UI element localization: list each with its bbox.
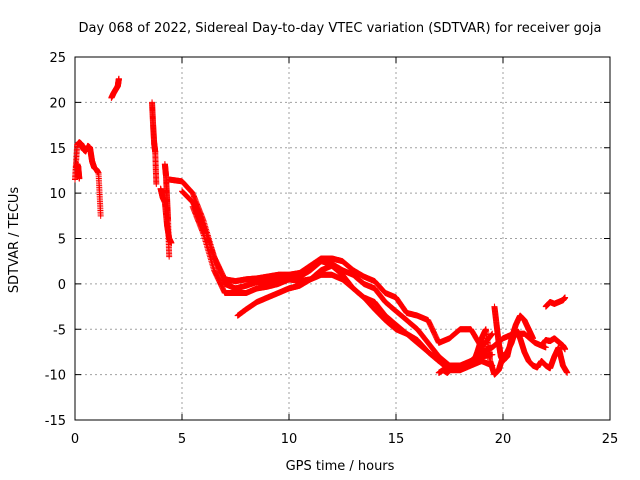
y-tick-labels: -15 -10 -5 0 5 10 15 20 25 — [45, 51, 66, 429]
series-sat-f — [161, 161, 173, 260]
y-tick-label: 0 — [58, 278, 66, 293]
x-tick-label: 10 — [281, 432, 298, 447]
x-tick-label: 20 — [495, 432, 512, 447]
grid-lines — [75, 57, 610, 420]
series-sat-n — [542, 294, 569, 310]
series-sat-l — [491, 303, 536, 365]
series-sat-m — [540, 335, 569, 353]
x-tick-label: 15 — [388, 432, 405, 447]
data-point — [166, 253, 173, 260]
data-point — [97, 212, 104, 219]
data-point — [529, 335, 536, 342]
x-tick-label: 25 — [602, 432, 619, 447]
y-tick-label: -10 — [45, 369, 66, 384]
data-point — [542, 344, 549, 351]
series-sat-c — [108, 75, 122, 101]
x-tick-label: 5 — [178, 432, 186, 447]
y-tick-label: 20 — [49, 96, 66, 111]
y-tick-label: 15 — [49, 142, 66, 157]
series-sat-k — [435, 326, 571, 378]
x-axis-label: GPS time / hours — [286, 459, 395, 474]
chart-title: Day 068 of 2022, Sidereal Day-to-day VTE… — [79, 21, 602, 36]
y-tick-label: 5 — [58, 233, 66, 248]
y-tick-label: 10 — [49, 187, 66, 202]
series-sat-d — [149, 99, 160, 188]
data-point — [562, 346, 569, 353]
data-point — [115, 75, 122, 82]
data-point — [489, 330, 496, 337]
y-tick-label: 25 — [49, 51, 66, 66]
data-points — [72, 75, 571, 378]
data-point — [562, 294, 569, 301]
series-sat-a — [72, 139, 104, 219]
series-sat-b — [73, 161, 83, 182]
plot-frame — [74, 56, 611, 421]
data-point — [76, 175, 83, 182]
y-axis-label: SDTVAR / TECUs — [7, 187, 22, 294]
x-tick-labels: 0 5 10 15 20 25 — [71, 432, 618, 447]
x-tick-label: 0 — [71, 432, 79, 447]
data-point — [153, 181, 160, 188]
y-tick-label: -15 — [45, 414, 66, 429]
data-point — [564, 369, 571, 376]
y-tick-label: -5 — [53, 323, 66, 338]
